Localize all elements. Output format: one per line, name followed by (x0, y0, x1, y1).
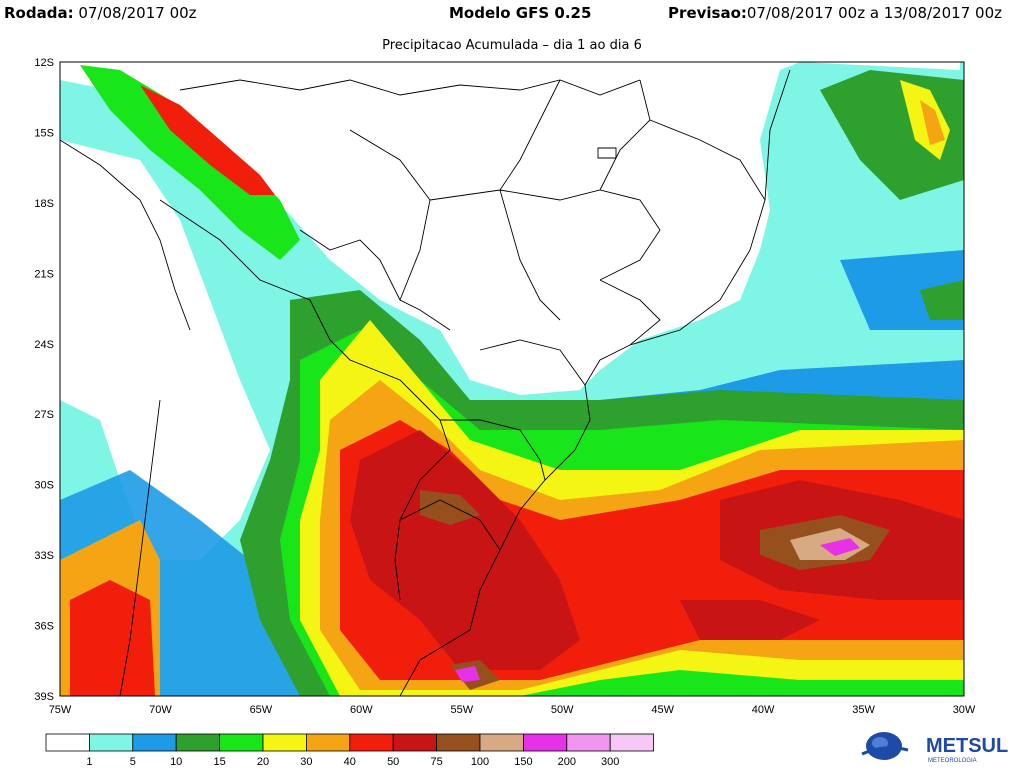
run-label: Rodada: (4, 4, 74, 22)
model-label: Modelo GFS 0.25 (449, 4, 592, 22)
model-name: Modelo GFS 0.25 (449, 4, 591, 22)
lon-label: 75W (49, 704, 72, 716)
legend-label: 75 (430, 756, 442, 768)
forecast-period: Previsao:07/08/2017 00z a 13/08/2017 00z (668, 4, 1002, 22)
legend-label: 1 (86, 756, 92, 768)
longitude-labels: 75W 70W 65W 60W 55W 50W 45W 40W 35W 30W (49, 704, 976, 716)
lon-label: 55W (450, 704, 473, 716)
precipitation-field (60, 62, 964, 696)
run-value: 07/08/2017 00z (78, 4, 197, 22)
legend-swatch (523, 733, 568, 752)
legend-swatch (89, 733, 134, 752)
lon-label: 70W (149, 704, 172, 716)
legend-swatch (219, 733, 264, 752)
legend-label: 200 (558, 756, 576, 768)
legend-label: 100 (471, 756, 489, 768)
legend-swatch (609, 733, 655, 752)
logo-subtext: METEOROLOGIA (928, 758, 977, 764)
legend-swatch (566, 733, 611, 752)
lat-label: 33S (34, 550, 54, 562)
lon-label: 30W (953, 704, 976, 716)
legend-swatch (305, 733, 351, 752)
latitude-labels: 12S 15S 18S 21S 24S 27S 30S 33S 36S 39S (34, 57, 54, 703)
lat-label: 15S (34, 127, 54, 139)
legend-swatches (45, 733, 655, 752)
lat-label: 24S (34, 339, 54, 351)
forecast-value: 07/08/2017 00z a 13/08/2017 00z (746, 4, 1002, 22)
lon-label: 40W (752, 704, 775, 716)
lon-label: 50W (551, 704, 574, 716)
forecast-label: Previsao: (668, 4, 747, 22)
legend-label: 5 (130, 756, 136, 768)
legend-label: 20 (257, 756, 269, 768)
lat-label: 36S (34, 621, 54, 633)
metsul-logo: METSUL METEOROLOGIA (861, 732, 1008, 764)
run-time: Rodada: 07/08/2017 00z (4, 4, 197, 22)
legend-label: 30 (300, 756, 312, 768)
lon-label: 45W (651, 704, 674, 716)
lon-label: 65W (250, 704, 273, 716)
map-frame (59, 61, 965, 697)
legend-swatch (132, 733, 177, 752)
lat-label: 12S (34, 57, 54, 69)
legend-swatch (436, 733, 481, 752)
legend-labels: 1 5 10 15 20 30 40 50 75 100 150 200 300 (86, 756, 619, 768)
legend-swatch (349, 733, 394, 752)
lat-label: 27S (34, 409, 54, 421)
legend-label: 300 (601, 756, 619, 768)
legend-swatch (175, 733, 220, 752)
legend-label: 50 (387, 756, 399, 768)
logo-text: METSUL (926, 735, 1008, 757)
map-subtitle: Precipitacao Acumulada – dia 1 ao dia 6 (382, 38, 642, 53)
legend-swatch (479, 733, 524, 752)
legend-swatch (392, 733, 438, 752)
political-borders (60, 69, 791, 696)
legend-swatch (45, 733, 90, 752)
legend-label: 10 (170, 756, 182, 768)
legend-label: 15 (213, 756, 225, 768)
legend-swatch (262, 733, 307, 752)
legend-label: 40 (344, 756, 356, 768)
lon-label: 60W (350, 704, 373, 716)
lat-label: 18S (34, 198, 54, 210)
lat-label: 30S (34, 480, 54, 492)
lon-label: 35W (852, 704, 875, 716)
lat-label: 39S (34, 691, 54, 703)
legend-label: 150 (514, 756, 532, 768)
lat-label: 21S (34, 268, 54, 280)
